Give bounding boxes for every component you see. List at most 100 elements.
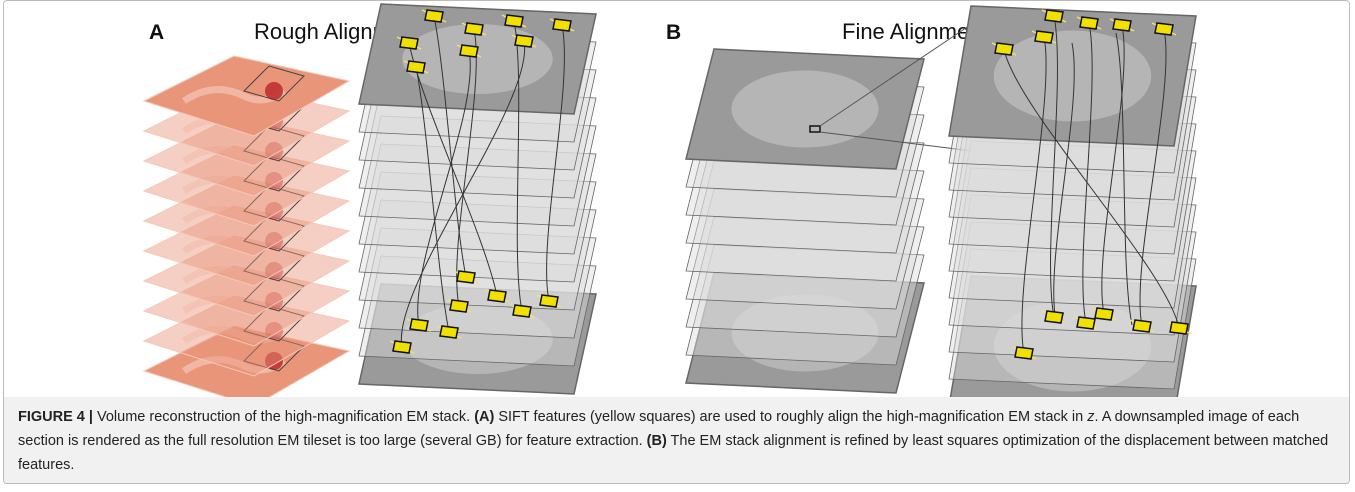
tissue-blob bbox=[265, 232, 283, 250]
track-line bbox=[433, 15, 467, 278]
feature-square bbox=[994, 42, 1014, 56]
tissue-blob bbox=[182, 206, 287, 224]
feature-square bbox=[539, 294, 559, 308]
tissue-blob bbox=[265, 292, 283, 310]
feature-square bbox=[409, 318, 429, 332]
track-line bbox=[1021, 36, 1047, 354]
track-line bbox=[513, 20, 523, 312]
section-layer bbox=[948, 248, 1197, 390]
section-layer bbox=[948, 167, 1197, 309]
tissue-blob bbox=[265, 262, 283, 280]
caption-var: z bbox=[1087, 409, 1095, 425]
feature-square bbox=[459, 44, 479, 58]
grid-patch bbox=[243, 215, 305, 252]
track-line bbox=[546, 24, 565, 302]
feature-square bbox=[1079, 16, 1099, 30]
tissue bbox=[993, 300, 1152, 392]
section-layer bbox=[142, 115, 351, 197]
feature-square bbox=[1112, 18, 1132, 32]
panel-label: B bbox=[666, 21, 681, 44]
section-layer bbox=[358, 171, 597, 283]
grid-patch bbox=[243, 335, 305, 372]
feature-square bbox=[464, 22, 484, 36]
feature-square bbox=[1014, 346, 1034, 360]
tissue bbox=[993, 30, 1152, 122]
feature-square bbox=[1076, 316, 1096, 330]
feature-square bbox=[1044, 9, 1064, 23]
caption-label: (A) bbox=[474, 409, 495, 425]
feature-square bbox=[1132, 319, 1152, 333]
section-layer bbox=[358, 199, 597, 311]
caption-text: . A downsampled image of each section is… bbox=[18, 409, 1300, 449]
feature-square bbox=[1169, 321, 1189, 335]
feature-square bbox=[424, 9, 444, 23]
feature-square bbox=[449, 299, 469, 313]
tissue-blob bbox=[182, 266, 287, 284]
feature-square bbox=[504, 14, 524, 28]
panel-label: A bbox=[149, 21, 164, 44]
track-line bbox=[1115, 32, 1133, 326]
track-line bbox=[400, 40, 526, 348]
grid-patch bbox=[243, 275, 305, 312]
tissue-blob bbox=[265, 202, 283, 220]
caption: FIGURE 4 | Volume reconstruction of the … bbox=[4, 397, 1349, 483]
feature-square bbox=[1154, 22, 1174, 36]
feature-square bbox=[487, 289, 507, 303]
track-line bbox=[1050, 15, 1058, 318]
tissue-blob bbox=[265, 172, 283, 190]
caption-text: Volume reconstruction of the high-magnif… bbox=[92, 409, 475, 425]
section-layer bbox=[358, 255, 597, 367]
figure-frame: A Rough Alignment (3D) B Fine Alignment … bbox=[3, 0, 1350, 484]
track-line bbox=[417, 50, 471, 326]
track-line bbox=[1101, 24, 1125, 315]
feature-square bbox=[456, 270, 476, 284]
grid-patch bbox=[243, 305, 305, 342]
tissue-blob bbox=[182, 176, 287, 194]
feature-square bbox=[552, 18, 572, 32]
tissue-blob bbox=[182, 236, 287, 254]
section-layer bbox=[948, 140, 1197, 282]
feature-square bbox=[1044, 310, 1064, 324]
tissue bbox=[402, 304, 553, 374]
tissue-blob bbox=[265, 322, 283, 340]
section-layer bbox=[142, 205, 351, 287]
caption-text: SIFT features (yellow squares) are used … bbox=[494, 409, 1084, 425]
zoom-line bbox=[819, 8, 995, 127]
caption-label: (B) bbox=[646, 433, 667, 449]
feature-square bbox=[512, 304, 532, 318]
section-layer bbox=[358, 143, 597, 255]
section-layer bbox=[142, 175, 351, 257]
track-line bbox=[415, 66, 450, 333]
tissue-blob bbox=[182, 146, 287, 164]
section-layer bbox=[142, 295, 351, 377]
section-layer bbox=[948, 194, 1197, 336]
caption-text: The EM stack alignment is refined by lea… bbox=[18, 433, 1329, 473]
feature-square bbox=[406, 60, 426, 74]
feature-square bbox=[439, 325, 459, 339]
grid-patch bbox=[243, 185, 305, 222]
tissue bbox=[731, 70, 879, 148]
zoom-line bbox=[819, 131, 973, 152]
tissue-blob bbox=[265, 142, 283, 160]
track-line bbox=[1053, 42, 1075, 322]
section-layer bbox=[142, 265, 351, 347]
tissue-blob bbox=[265, 352, 283, 370]
section-layer bbox=[142, 145, 351, 227]
track-line bbox=[1003, 48, 1180, 329]
track-line bbox=[1139, 28, 1167, 327]
figure-number: FIGURE 4 | bbox=[18, 409, 93, 425]
tissue-blob bbox=[182, 326, 287, 344]
figure: A Rough Alignment (3D) B Fine Alignment … bbox=[142, 3, 1197, 397]
tissue-blob bbox=[265, 82, 283, 100]
section-layer bbox=[358, 115, 597, 227]
grid-patch bbox=[243, 245, 305, 282]
track-line bbox=[1082, 22, 1093, 324]
grid-patch bbox=[243, 125, 305, 162]
feature-square bbox=[399, 36, 419, 50]
grid-patch bbox=[243, 65, 305, 102]
tissue-blob bbox=[182, 296, 287, 314]
grid-patch bbox=[243, 155, 305, 192]
feature-square bbox=[392, 340, 412, 354]
feature-square bbox=[1094, 307, 1114, 321]
zoom-box bbox=[809, 125, 821, 133]
